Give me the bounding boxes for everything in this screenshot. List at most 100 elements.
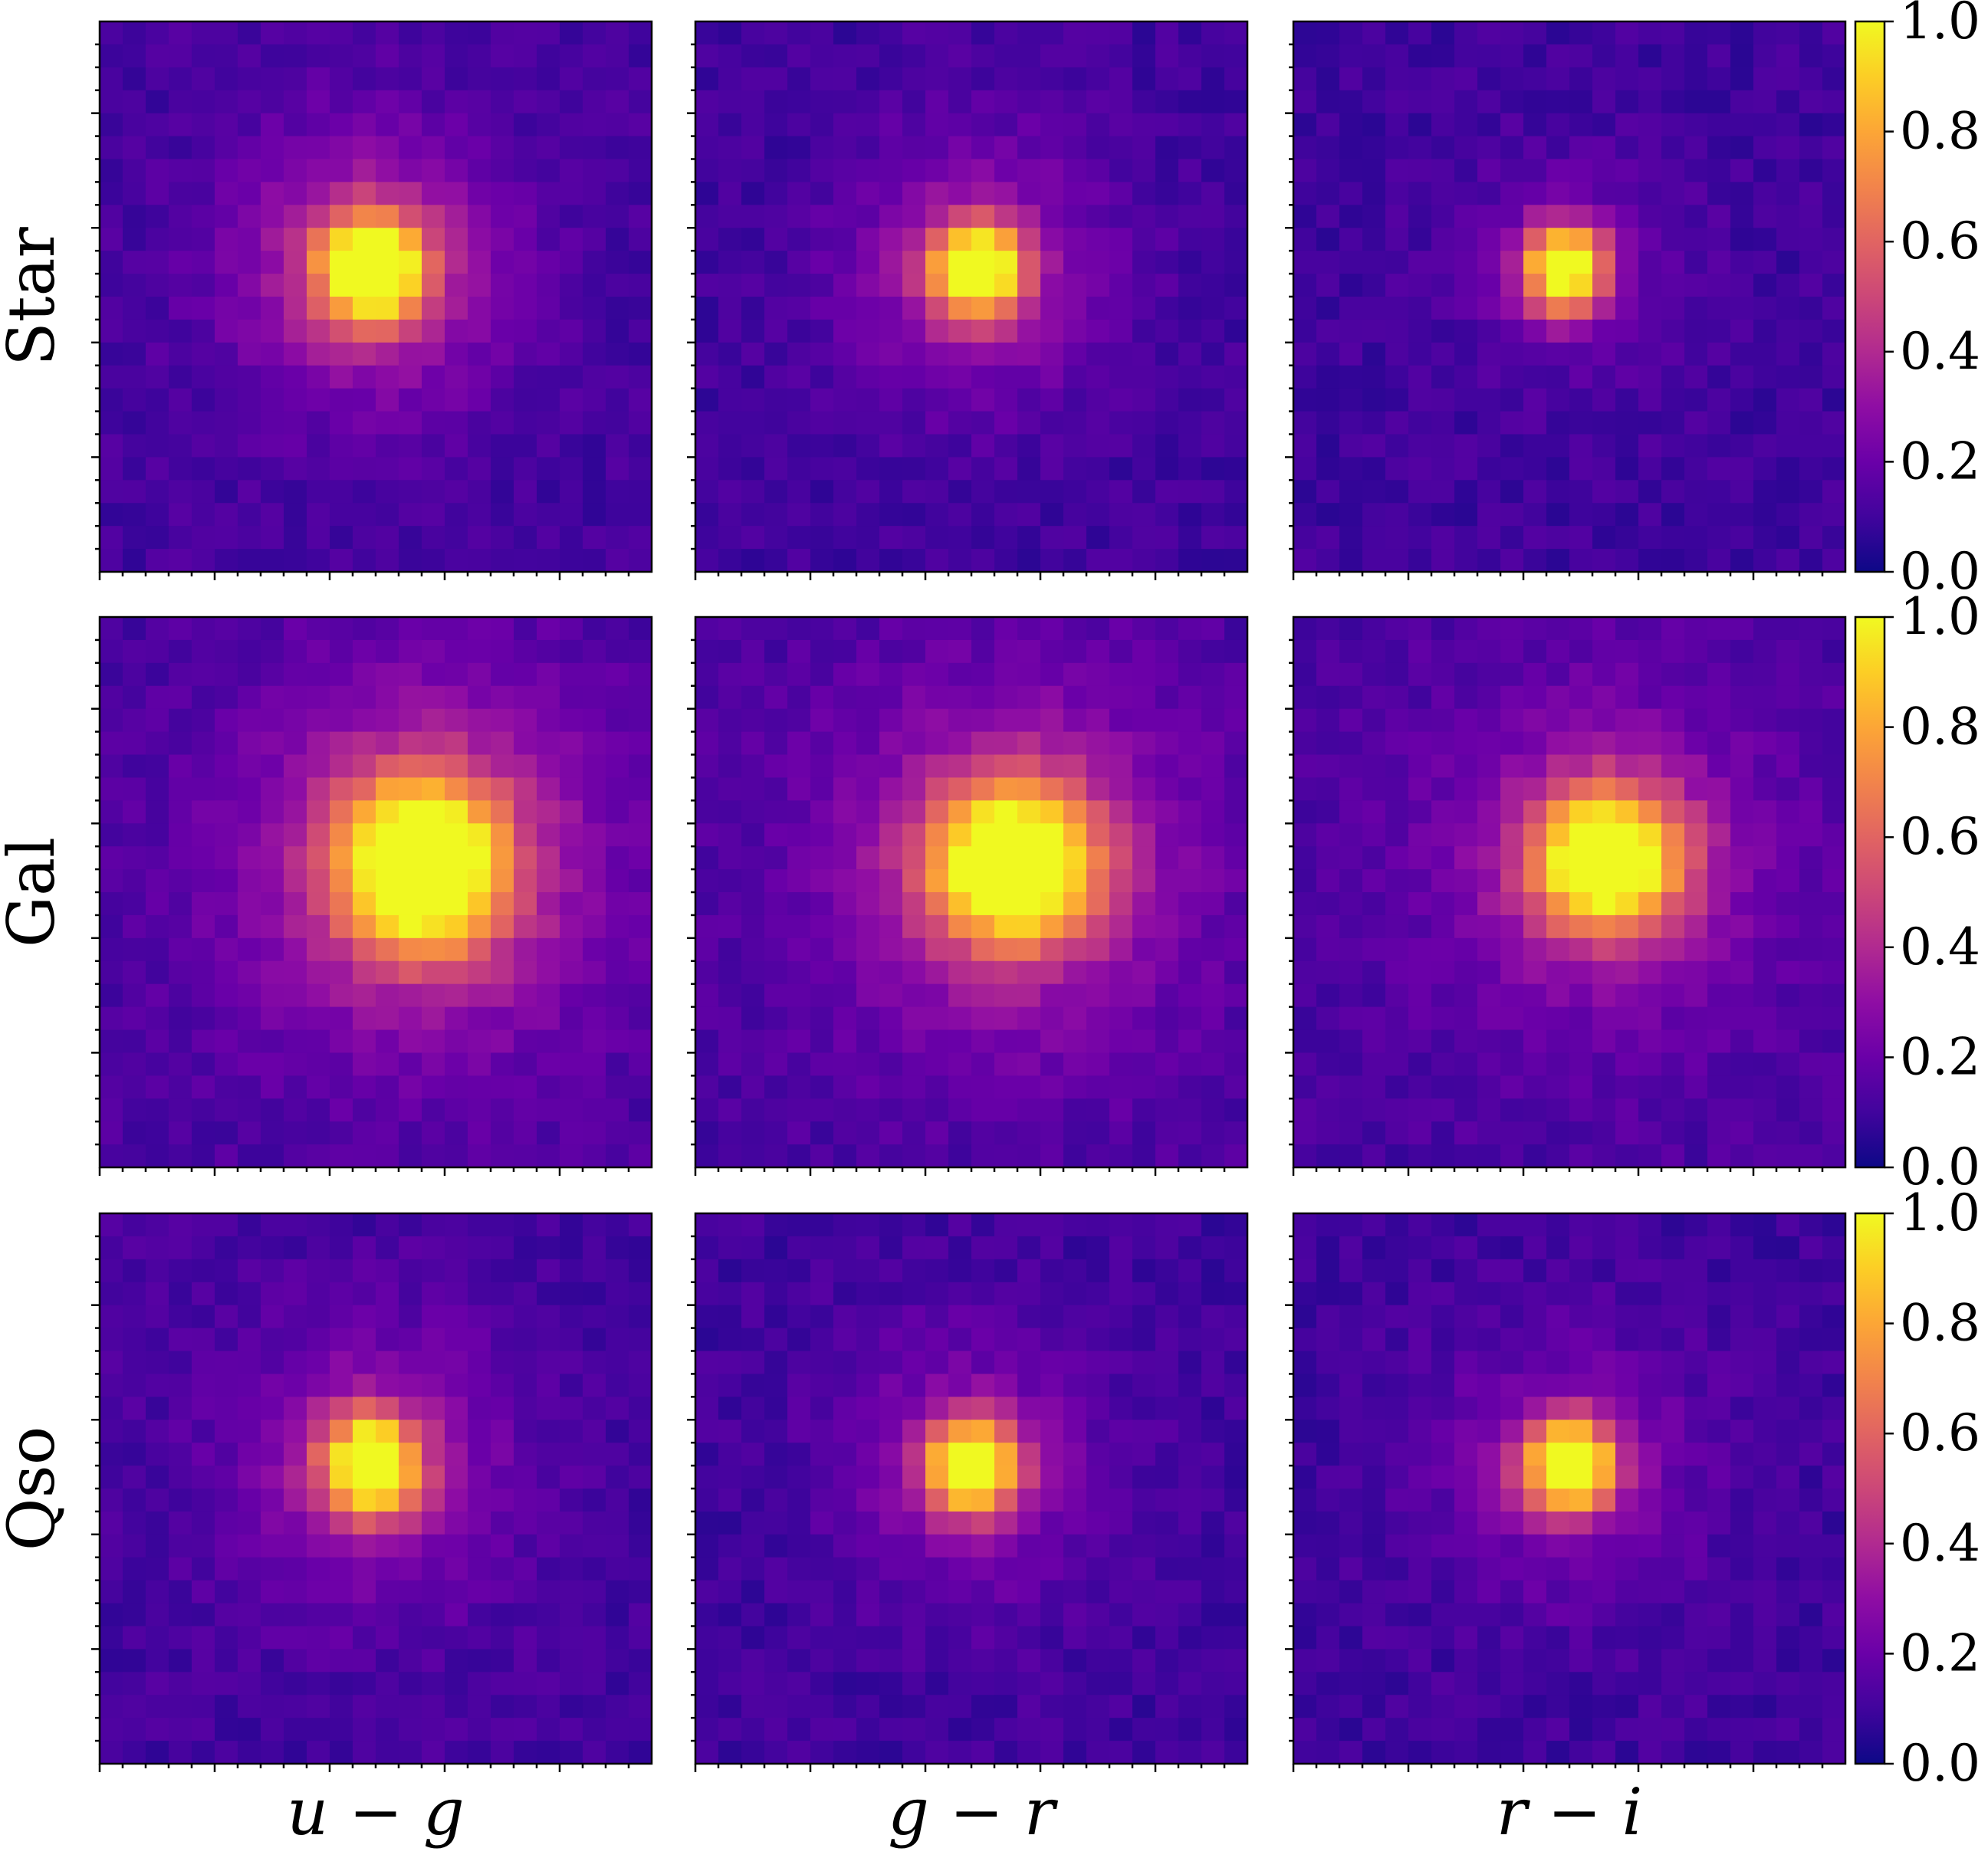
- heatmap-cell: [1293, 639, 1317, 664]
- heatmap-cell: [994, 1557, 1018, 1581]
- heatmap-cell: [1086, 1603, 1110, 1627]
- heatmap-cell: [810, 1259, 834, 1283]
- heatmap-cell: [1132, 731, 1156, 756]
- heatmap-cell: [537, 869, 560, 893]
- heatmap-cell: [1063, 297, 1087, 320]
- heatmap-cell: [583, 1557, 606, 1581]
- heatmap-cell: [491, 1741, 514, 1764]
- heatmap-cell: [261, 1351, 284, 1375]
- heatmap-cell: [1569, 1121, 1593, 1145]
- heatmap-cell: [284, 388, 307, 412]
- heatmap-cell: [445, 1236, 468, 1260]
- heatmap-cell: [1293, 685, 1317, 710]
- heatmap-cell: [833, 388, 857, 412]
- heatmap-cell: [1385, 1121, 1409, 1145]
- heatmap-cell: [284, 182, 307, 205]
- heatmap-cell: [1178, 892, 1202, 916]
- heatmap-cell: [833, 1580, 857, 1604]
- heatmap-cell: [307, 1282, 330, 1306]
- heatmap-cell: [1454, 914, 1478, 939]
- heatmap-cell: [583, 434, 606, 458]
- heatmap-cell: [399, 823, 422, 847]
- heatmap-cell: [1454, 297, 1478, 320]
- heatmap-cell: [1822, 205, 1846, 228]
- heatmap-cell: [1661, 90, 1685, 114]
- heatmap-cell: [1316, 731, 1340, 756]
- heatmap-cell: [330, 1374, 353, 1397]
- heatmap-cell: [376, 113, 399, 137]
- heatmap-cell: [925, 1305, 949, 1329]
- heatmap-cell: [718, 503, 742, 527]
- heatmap-cell: [1178, 1741, 1202, 1764]
- heatmap-cell: [833, 297, 857, 320]
- heatmap-cell: [399, 342, 422, 366]
- heatmap-cell: [261, 983, 284, 1008]
- heatmap-cell: [1086, 503, 1110, 527]
- heatmap-cell: [741, 1557, 765, 1581]
- heatmap-cell: [1224, 136, 1248, 160]
- heatmap-cell: [261, 960, 284, 985]
- heatmap-cell: [330, 1649, 353, 1673]
- heatmap-cell: [123, 205, 146, 228]
- heatmap-cell: [810, 685, 834, 710]
- heatmap-cell: [833, 846, 857, 870]
- heatmap-cell: [1086, 960, 1110, 985]
- heatmap-cell: [1316, 1006, 1340, 1031]
- heatmap-cell: [971, 754, 995, 779]
- heatmap-cell: [491, 67, 514, 91]
- heatmap-cell: [1523, 113, 1547, 137]
- heatmap-cell: [330, 434, 353, 458]
- heatmap-cell: [606, 1466, 629, 1489]
- heatmap-cell: [718, 388, 742, 412]
- heatmap-cell: [100, 1144, 123, 1168]
- heatmap-cell: [353, 1374, 376, 1397]
- heatmap-cell: [468, 869, 491, 893]
- heatmap-cell: [100, 1626, 123, 1650]
- heatmap-cell: [1109, 503, 1133, 527]
- heatmap-cell: [1293, 526, 1317, 550]
- heatmap-cell: [925, 960, 949, 985]
- heatmap-cell: [537, 1098, 560, 1122]
- heatmap-cell: [491, 1236, 514, 1260]
- heatmap-cell: [261, 1534, 284, 1558]
- heatmap-cell: [1017, 113, 1041, 137]
- heatmap-cell: [764, 319, 788, 343]
- heatmap-cell: [445, 1282, 468, 1306]
- heatmap-cell: [376, 503, 399, 527]
- heatmap-cell: [741, 1695, 765, 1718]
- heatmap-cell: [100, 1511, 123, 1535]
- heatmap-cell: [1523, 90, 1547, 114]
- heatmap-cell: [169, 1649, 192, 1673]
- heatmap-cell: [1201, 685, 1225, 710]
- heatmap-cell: [629, 1420, 652, 1443]
- heatmap-cell: [1569, 228, 1593, 251]
- heatmap-cell: [1224, 1489, 1248, 1512]
- heatmap-cell: [1293, 937, 1317, 962]
- heatmap-cell: [1109, 1718, 1133, 1741]
- heatmap-cell: [583, 457, 606, 481]
- heatmap-cell: [1546, 846, 1570, 870]
- heatmap-cell: [902, 44, 926, 68]
- heatmap-cell: [994, 1052, 1018, 1076]
- heatmap-cell: [560, 846, 583, 870]
- heatmap-cell: [560, 960, 583, 985]
- heatmap-cell: [1040, 1397, 1064, 1420]
- heatmap-cell: [764, 1098, 788, 1122]
- heatmap-cell: [1201, 617, 1225, 641]
- heatmap-cell: [629, 251, 652, 274]
- heatmap-cell: [833, 1282, 857, 1306]
- heatmap-cell: [1822, 800, 1846, 824]
- heatmap-cell: [1638, 617, 1662, 641]
- heatmap-cell: [629, 182, 652, 205]
- heatmap-cell: [307, 914, 330, 939]
- heatmap-cell: [718, 1534, 742, 1558]
- heatmap-cell: [468, 1144, 491, 1168]
- heatmap-cell: [1822, 182, 1846, 205]
- heatmap-cell: [879, 67, 903, 91]
- heatmap-cell: [1109, 754, 1133, 779]
- heatmap-cell: [948, 1374, 972, 1397]
- heatmap-cell: [1592, 90, 1616, 114]
- heatmap-cell: [1224, 1557, 1248, 1581]
- heatmap-cell: [1408, 1075, 1432, 1099]
- heatmap-cell: [1592, 228, 1616, 251]
